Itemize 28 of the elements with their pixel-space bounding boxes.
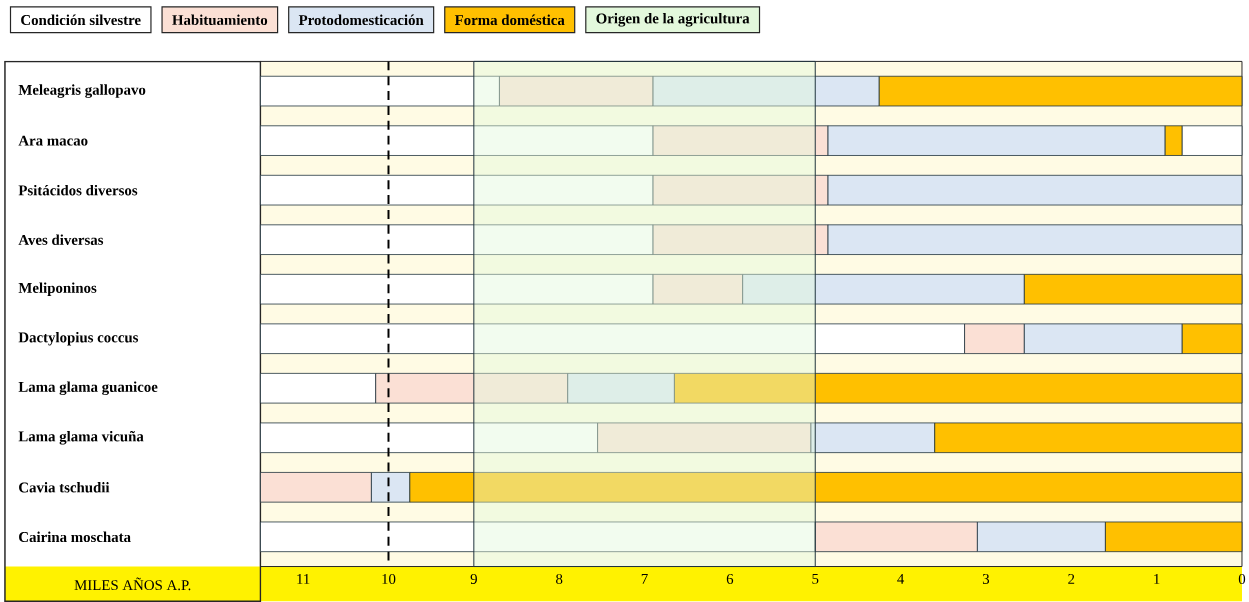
x-tick-label: 1 <box>1154 574 1160 584</box>
y-tick-label: Meleagris gallopavo <box>18 84 146 98</box>
text: Habituamiento <box>172 14 268 26</box>
band-label: Origen de la agricultura <box>596 13 750 27</box>
x-tick-label: 3 <box>982 574 990 584</box>
text: Condición silvestre <box>21 14 141 26</box>
x-tick-label: 6 <box>726 574 734 584</box>
y-tick-label: Cavia tschudii <box>19 482 110 493</box>
x-tick-label: 2 <box>1068 574 1075 584</box>
x-tick-label: 7 <box>641 574 648 584</box>
y-tick-label: Psitácidos diversos <box>18 184 138 196</box>
x-tick-label: 4 <box>897 574 905 584</box>
y-tick-label: Ara macao <box>18 135 88 146</box>
x-tick-label: 8 <box>556 574 563 585</box>
x-tick-label: 10 <box>382 574 396 585</box>
x-tick-label: 11 <box>297 574 310 584</box>
x-tick-label: 9 <box>470 574 477 584</box>
x-axis-title: MILES AÑOS A.P. <box>74 577 191 591</box>
x-tick-label: 5 <box>812 574 819 584</box>
y-tick-label: Lama glama guanicoe <box>18 381 158 396</box>
text: Forma doméstica <box>454 14 565 26</box>
text: Protodomesticación <box>298 14 424 26</box>
x-tick-label: 0 <box>1238 574 1246 585</box>
y-tick-label: Cairina moschata <box>19 531 131 543</box>
y-tick-label: Dactylopius coccus <box>18 332 139 346</box>
y-tick-label: Aves diversas <box>18 234 104 245</box>
y-tick-label: Lama glama vicuña <box>18 430 144 445</box>
y-tick-label: Meliponinos <box>18 282 97 296</box>
